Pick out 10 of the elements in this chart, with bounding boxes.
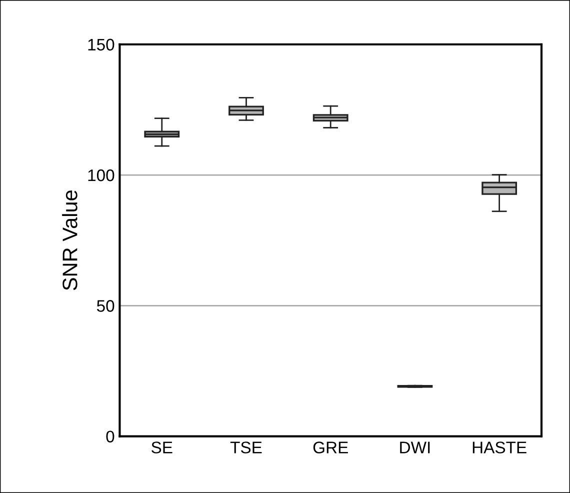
y-tick-label: 0 bbox=[106, 430, 114, 443]
x-tick-label: HASTE bbox=[472, 442, 526, 454]
x-tick-label: GRE bbox=[313, 442, 348, 454]
y-axis-title: SNR Value bbox=[62, 190, 78, 290]
y-tick-label: 50 bbox=[96, 300, 114, 312]
y-tick-label: 150 bbox=[88, 38, 114, 51]
x-tick-label: SE bbox=[152, 442, 172, 454]
x-tick-label: DWI bbox=[400, 442, 430, 454]
y-tick-label: 100 bbox=[88, 169, 114, 182]
x-tick-label: TSE bbox=[230, 442, 262, 454]
